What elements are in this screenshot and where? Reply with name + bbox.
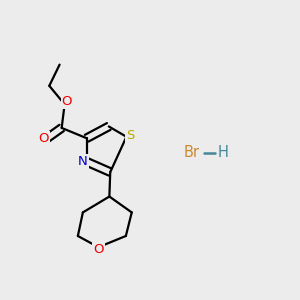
Text: O: O xyxy=(62,95,72,108)
Text: O: O xyxy=(93,243,104,256)
Text: Br: Br xyxy=(184,146,200,160)
Text: H: H xyxy=(217,146,228,160)
Text: N: N xyxy=(78,155,87,168)
Text: S: S xyxy=(126,129,135,142)
Text: O: O xyxy=(38,132,49,145)
